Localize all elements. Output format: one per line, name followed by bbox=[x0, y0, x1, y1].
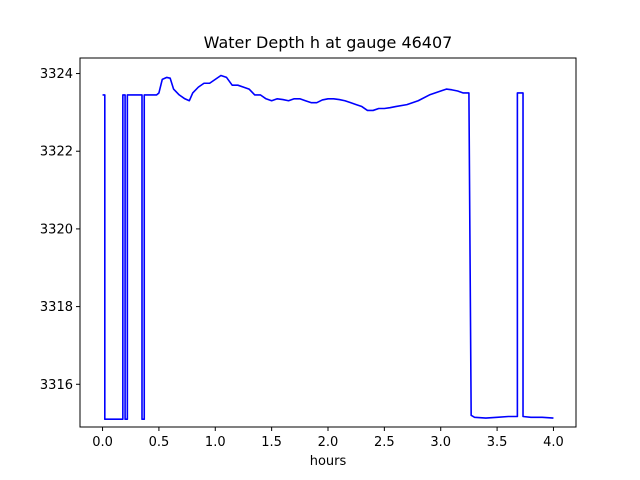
y-tick-label: 3320 bbox=[40, 222, 73, 237]
y-tick-label: 3324 bbox=[40, 67, 73, 82]
x-tick-label: 4.0 bbox=[543, 435, 564, 450]
y-tick-label: 3322 bbox=[40, 145, 73, 160]
y-axis: 3316 3318 3320 3322 3324 bbox=[40, 67, 80, 393]
y-tick-label: 3318 bbox=[40, 300, 73, 315]
plot-frame bbox=[79, 57, 577, 428]
x-tick-label: 1.0 bbox=[205, 435, 226, 450]
x-axis-label: hours bbox=[309, 454, 347, 469]
x-tick-label: 2.5 bbox=[374, 435, 395, 450]
x-tick-label: 3.5 bbox=[487, 435, 508, 450]
series-line bbox=[102, 74, 554, 421]
x-tick-label: 3.0 bbox=[430, 435, 451, 450]
x-tick-label: 0.5 bbox=[149, 435, 170, 450]
x-axis: 0.0 0.5 1.0 1.5 2.0 2.5 3.0 3.5 4.0 bbox=[92, 427, 564, 450]
y-tick-label: 3316 bbox=[40, 378, 73, 393]
x-tick-label: 1.5 bbox=[261, 435, 282, 450]
x-tick-label: 0.0 bbox=[92, 435, 113, 450]
x-tick-label: 2.0 bbox=[318, 435, 339, 450]
series-layer bbox=[102, 74, 554, 421]
chart-title: Water Depth h at gauge 46407 bbox=[203, 33, 453, 52]
